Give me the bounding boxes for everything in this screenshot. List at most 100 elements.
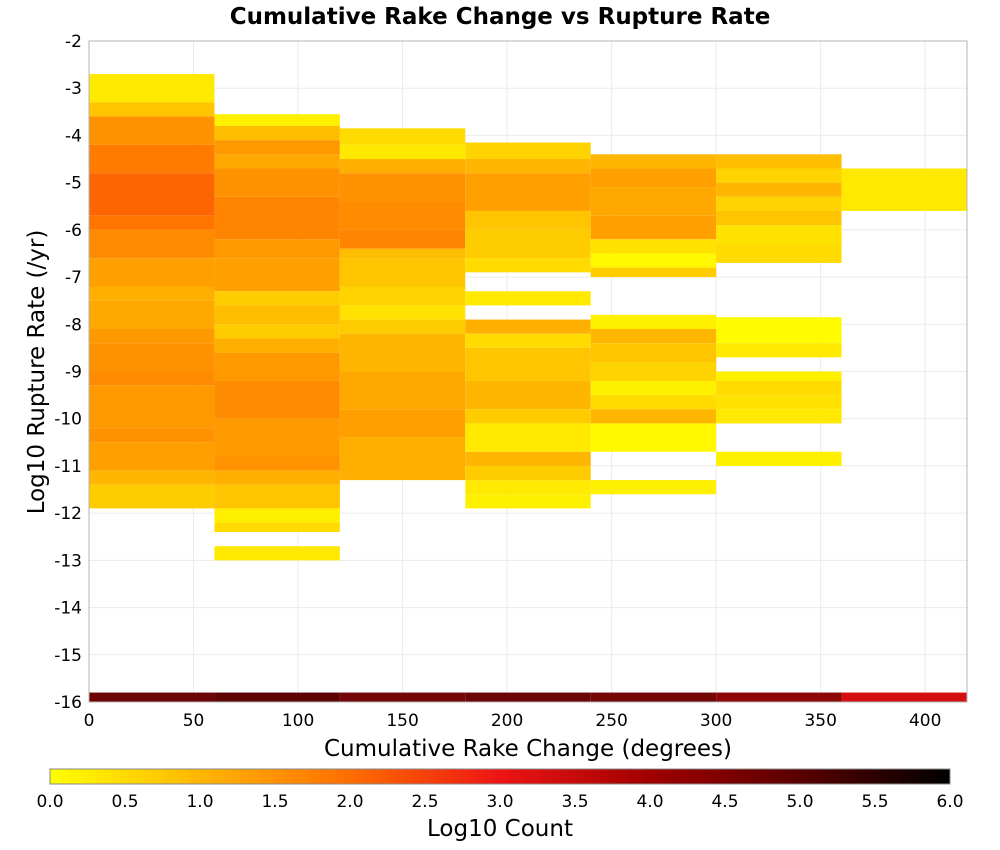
heatmap-cell: [716, 451, 842, 466]
colorbar-tick-label: 1.5: [261, 792, 288, 812]
colorbar-tick-label: 4.5: [711, 792, 738, 812]
heatmap-cell: [465, 494, 591, 509]
heatmap-cell: [590, 329, 717, 344]
heatmap-cell: [590, 267, 717, 278]
y-tick-label: -3: [65, 79, 82, 99]
heatmap-cell: [339, 201, 466, 230]
heatmap-cell: [89, 258, 215, 287]
y-tick-label: -6: [65, 221, 82, 241]
heatmap-cell: [339, 128, 466, 145]
x-tick-label: 100: [282, 711, 314, 731]
heatmap-cell: [716, 154, 842, 169]
heatmap-cell: [89, 215, 215, 230]
heatmap-cell: [716, 380, 842, 396]
heatmap-cell: [214, 239, 340, 259]
heatmap-cell: [214, 305, 340, 325]
colorbar: [49, 768, 951, 785]
strip-cell: [716, 692, 842, 702]
colorbar-tick-label: 5.5: [861, 792, 888, 812]
heatmap-cell: [214, 470, 340, 485]
heatmap-cell: [89, 74, 215, 103]
strip-cell: [339, 692, 466, 702]
heatmap-cell: [465, 291, 591, 306]
heatmap-cell: [590, 362, 717, 381]
y-tick-label: -9: [65, 363, 82, 383]
heatmap-cell: [465, 409, 591, 424]
x-axis-ticks: 0 50 100 150 200 250 300 350 400: [84, 711, 942, 731]
heatmap-cell: [465, 423, 591, 452]
heatmap-cell: [214, 140, 340, 155]
heatmap-cell: [465, 347, 591, 381]
x-tick-label: 300: [700, 711, 732, 731]
strip-cell: [89, 692, 215, 702]
chart-title: Cumulative Rake Change vs Rupture Rate: [230, 4, 771, 30]
heatmap-cell: [89, 484, 215, 509]
heatmap-cell: [465, 333, 591, 348]
heatmap-cell: [214, 338, 340, 353]
heatmap-cell: [89, 371, 215, 386]
strip-cell: [465, 692, 591, 702]
heatmap-cell: [214, 154, 340, 169]
x-tick-label: 350: [804, 711, 836, 731]
heatmap-cell: [214, 484, 340, 509]
heatmap-cell: [590, 154, 717, 169]
y-tick-label: -4: [65, 126, 82, 146]
heatmap-cell: [339, 437, 466, 481]
heatmap-cell: [214, 508, 340, 523]
heatmap-cell: [590, 480, 717, 495]
x-tick-label: 250: [595, 711, 627, 731]
heatmap-cell: [214, 168, 340, 197]
heatmap-cell: [89, 229, 215, 259]
colorbar-tick-label: 3.0: [486, 792, 513, 812]
heatmap-cell: [590, 314, 717, 330]
heatmap-cell: [214, 125, 340, 141]
heatmap-cell: [89, 442, 215, 471]
heatmap-cell: [716, 395, 842, 410]
heatmap-cell: [716, 225, 842, 245]
heatmap-cell: [590, 423, 717, 452]
colorbar-tick-label: 5.0: [786, 792, 813, 812]
colorbar-tick-label: 0.5: [111, 792, 138, 812]
heatmap-cell: [465, 380, 591, 410]
heatmap-cell: [89, 116, 215, 145]
heatmap-cell: [716, 244, 842, 263]
heatmap-cell: [716, 317, 842, 344]
strip-cell: [214, 692, 340, 702]
heatmap-cell: [465, 159, 591, 174]
bottom-strip: [89, 692, 967, 702]
heatmap-cell: [339, 159, 466, 174]
colorbar-ticks: 0.0 0.5 1.0 1.5 2.0 2.5 3.0 3.5 4.0 4.5 5.0 5.5 6.0: [36, 792, 963, 812]
heatmap-cell: [214, 114, 340, 126]
y-tick-label: -7: [65, 268, 82, 288]
y-tick-label: -13: [54, 551, 82, 571]
y-tick-label: -8: [65, 315, 82, 335]
colorbar-tick-label: 4.0: [636, 792, 663, 812]
y-tick-label: -14: [54, 599, 82, 619]
heatmap-cell: [214, 546, 340, 561]
heatmap-cell: [89, 343, 215, 372]
heatmap-cell: [465, 480, 591, 495]
x-tick-label: 50: [183, 711, 205, 731]
heatmap-cell: [716, 409, 842, 424]
y-tick-label: -15: [54, 646, 82, 666]
plot-frame: [88, 40, 968, 703]
colorbar-tick-label: 2.5: [411, 792, 438, 812]
heatmap-cell: [716, 168, 842, 183]
strip-cell: [590, 692, 717, 702]
x-tick-label: 0: [84, 711, 95, 731]
heatmap-cell: [339, 333, 466, 372]
heatmap-cell: [465, 142, 591, 160]
y-tick-label: -11: [54, 457, 82, 477]
x-tick-label: 150: [386, 711, 418, 731]
heatmap-cell: [89, 102, 215, 117]
y-tick-label: -5: [65, 174, 82, 194]
colorbar-tick-label: 6.0: [936, 792, 963, 812]
heatmap-cell: [339, 173, 466, 202]
x-tick-label: 400: [909, 711, 941, 731]
heatmap-cell: [339, 286, 466, 306]
heatmap-cell: [465, 229, 591, 259]
heatmap-cell: [590, 395, 717, 410]
heatmap-cell: [716, 196, 842, 211]
heatmap-cell: [716, 371, 842, 381]
